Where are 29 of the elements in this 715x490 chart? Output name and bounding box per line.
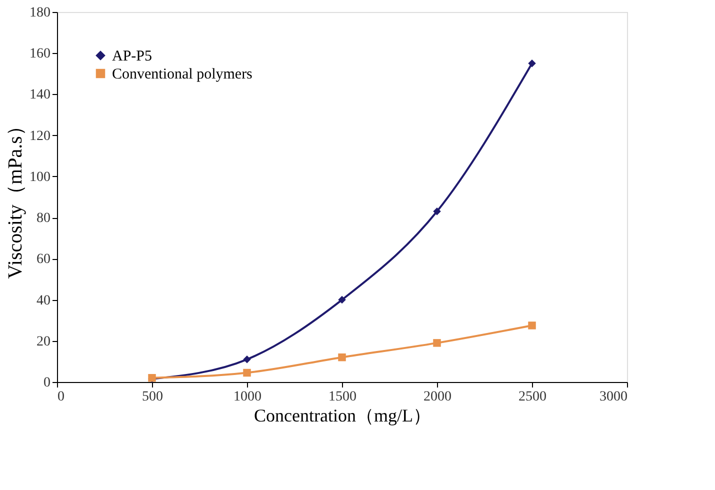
y-tick-label: 40 (36, 293, 50, 308)
y-tick-label: 0 (44, 376, 50, 390)
y-tick-label: 60 (36, 252, 50, 268)
y-axis-title: Viscosity（mPa.s） (4, 116, 26, 279)
x-tick-label: 1500 (328, 390, 356, 404)
x-tick-label: 2500 (518, 390, 546, 404)
point (338, 296, 346, 304)
point (433, 208, 441, 216)
point (338, 353, 346, 362)
point (243, 368, 251, 377)
x-axis-title: Concentration（mg/L） (254, 406, 431, 426)
y-tick-label: 140 (30, 88, 50, 103)
legend-label: Conventional polymers (112, 66, 253, 82)
point (243, 356, 251, 364)
x-tick-label: 0 (58, 390, 64, 404)
point (528, 322, 536, 330)
x-tick-label: 500 (142, 390, 163, 404)
x-tick-label: 3000 (600, 390, 628, 404)
y-tick-label: 120 (30, 128, 50, 144)
x-tick-label: 1000 (234, 390, 262, 404)
legend-label: AP-P5 (112, 48, 152, 64)
point (528, 60, 536, 68)
y-tick-label: 20 (36, 334, 50, 350)
y-tick-label: 160 (30, 46, 50, 62)
y-tick-label: 100 (30, 170, 50, 185)
x-tick-label: 2000 (424, 390, 452, 404)
y-tick-label: 180 (30, 6, 50, 20)
y-tick-label: 80 (36, 211, 50, 226)
point (433, 339, 441, 347)
